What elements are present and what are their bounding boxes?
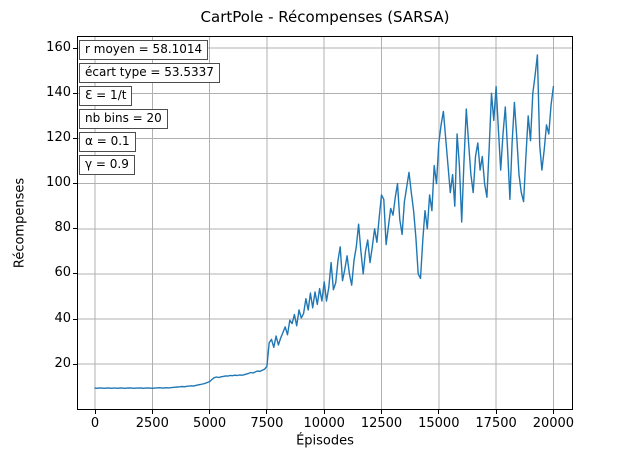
x-tick-label: 0 [90,416,100,431]
annotation-epsilon: Ɛ = 1/t [79,86,133,106]
chart-title: CartPole - Récompenses (SARSA) [200,8,450,26]
x-tick-label: 10000 [303,416,345,431]
y-tick-label: 40 [54,310,71,326]
annotation-alpha: α = 0.1 [79,132,136,152]
y-tick-mark [73,92,77,94]
x-tick-label: 17500 [475,416,517,431]
x-tick-mark [266,410,268,414]
x-tick-label: 5000 [193,416,227,431]
y-tick-label: 80 [54,220,71,236]
x-tick-mark [381,410,382,414]
annotation-stack: r moyen = 58.1014 écart type = 53.5337 Ɛ… [79,40,220,175]
x-tick-mark [438,410,440,414]
x-tick-label: 7500 [250,416,284,431]
x-tick-label: 2500 [135,416,169,431]
gridlines [77,36,573,410]
y-tick-mark [73,183,77,185]
y-tick-mark [73,363,77,365]
x-tick-mark [323,410,325,414]
y-tick-mark [73,273,77,275]
y-tick-label: 20 [54,355,71,371]
x-tick-mark [495,410,497,414]
annotation-nb-bins: nb bins = 20 [79,109,168,129]
plot-svg [77,36,573,410]
x-tick-mark [151,410,153,414]
y-tick-label: 120 [46,130,71,145]
x-tick-label: 20000 [532,416,575,431]
y-tick-mark [73,47,77,49]
x-axis-label: Épisodes [296,433,354,449]
plot-area [77,36,573,410]
annotation-mean-reward: r moyen = 58.1014 [79,40,209,60]
reward-line [94,54,555,389]
y-tick-mark [73,138,77,139]
y-tick-label: 60 [54,265,71,281]
y-tick-label: 140 [46,84,71,100]
x-tick-label: 12500 [360,416,403,431]
x-tick-mark [552,410,554,414]
x-tick-label: 15000 [418,416,460,431]
x-tick-mark [209,410,211,414]
y-tick-mark [73,318,77,320]
y-tick-label: 100 [46,175,71,191]
annotation-std-dev: écart type = 53.5337 [79,63,220,83]
axes-spines [77,36,573,410]
x-tick-mark [94,410,96,414]
annotation-gamma: γ = 0.9 [79,155,135,175]
y-tick-mark [73,228,77,230]
y-tick-label: 160 [46,39,71,55]
